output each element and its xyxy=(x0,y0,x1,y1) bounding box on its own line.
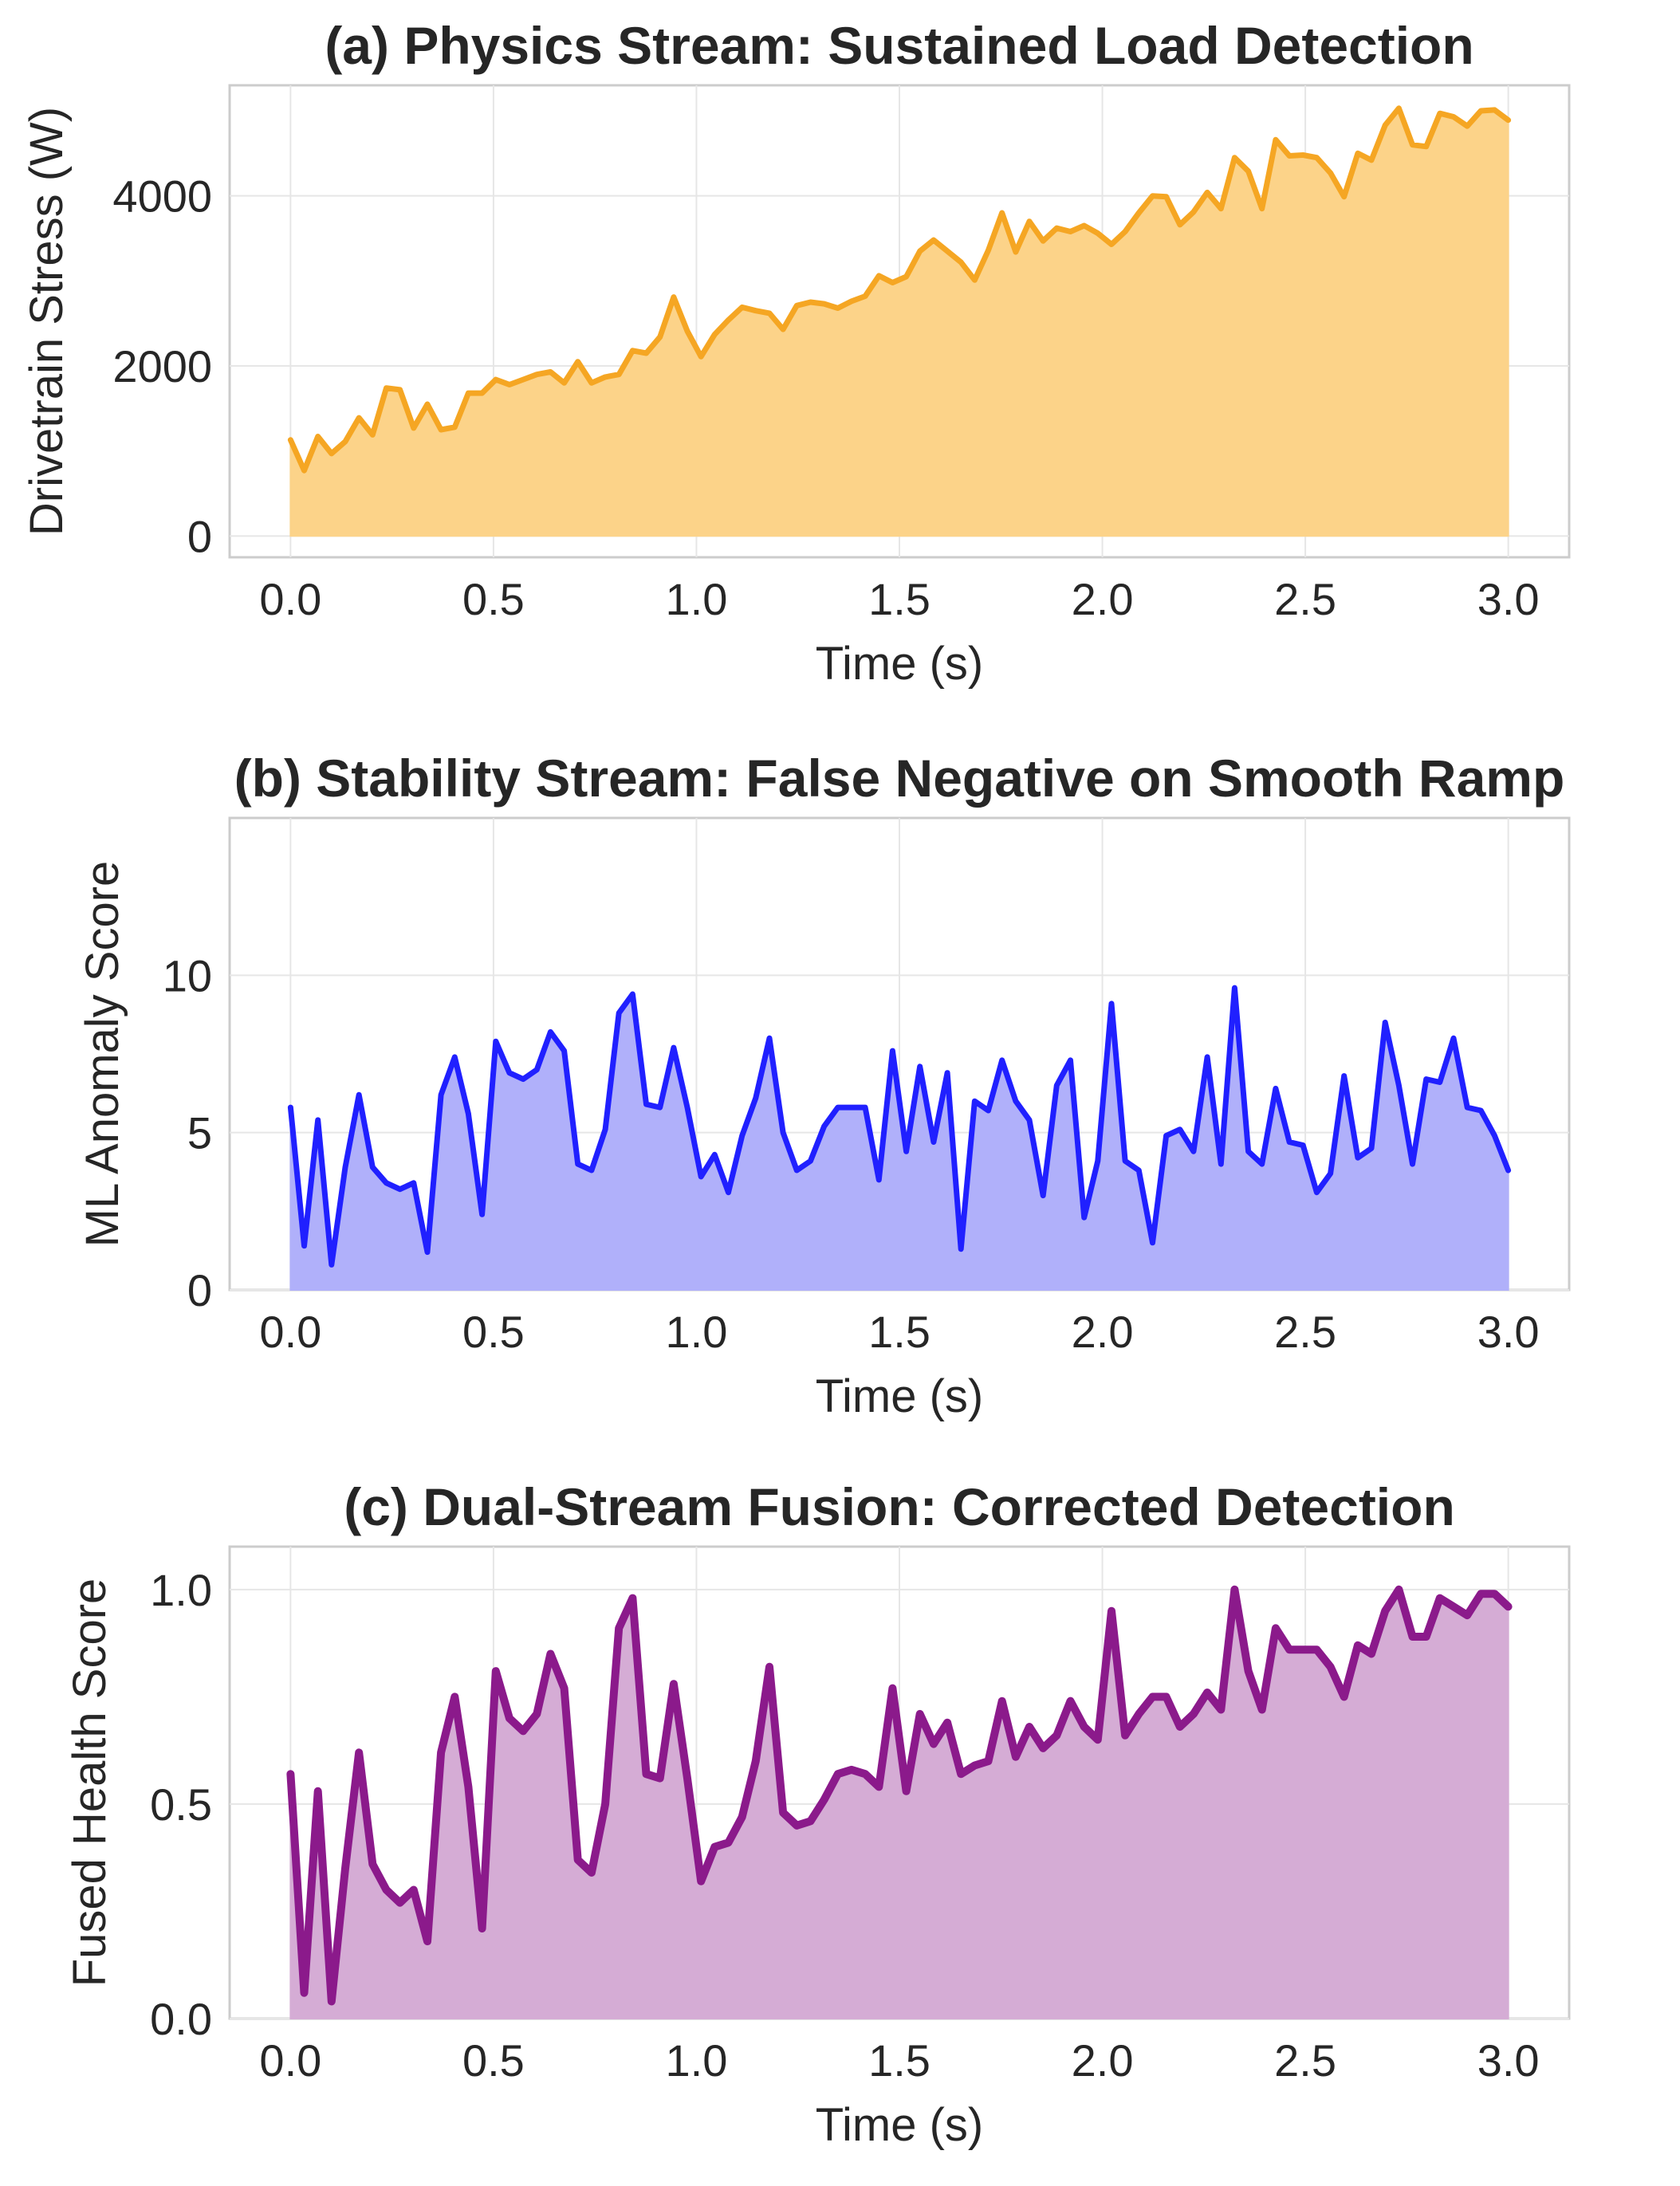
panel-b-x-axis-label: Time (s) xyxy=(816,1370,983,1422)
panel-a-x-tick-label: 1.5 xyxy=(868,574,930,624)
panel-b-x-tick-label: 2.5 xyxy=(1274,1307,1336,1357)
panel-a-y-tick-label: 2000 xyxy=(112,341,212,391)
panel-c-y-tick-label: 0.0 xyxy=(150,1994,212,2044)
panel-c-y-tick-label: 0.5 xyxy=(150,1779,212,1830)
panel-a-x-axis-label: Time (s) xyxy=(816,638,983,690)
panel-b-y-axis-label: ML Anomaly Score xyxy=(77,861,128,1248)
panel-c-y-axis-label: Fused Health Score xyxy=(64,1579,116,1987)
panel-b-y-tick-label: 10 xyxy=(163,950,212,1001)
panel-b-x-tick-label: 1.0 xyxy=(666,1307,728,1357)
panel-b-y-ticks: 0 5 10 xyxy=(163,950,212,1315)
panel-a-y-tick-label: 4000 xyxy=(112,171,212,222)
panel-c-title: (c) Dual-Stream Fusion: Corrected Detect… xyxy=(344,1477,1455,1536)
panel-b-y-tick-label: 5 xyxy=(187,1108,212,1158)
panel-c-x-tick-label: 3.0 xyxy=(1477,2035,1540,2086)
panel-a-x-tick-label: 0.5 xyxy=(462,574,525,624)
panel-c-x-ticks: 0.0 0.5 1.0 1.5 2.0 2.5 3.0 xyxy=(259,2035,1539,2086)
panel-c-x-tick-label: 2.5 xyxy=(1274,2035,1336,2086)
panel-b-x-tick-label: 3.0 xyxy=(1477,1307,1540,1357)
panel-b-x-tick-label: 2.0 xyxy=(1072,1307,1134,1357)
panel-b: 0.0 0.5 1.0 1.5 2.0 2.5 3.0 0 5 10 (b) Stability… xyxy=(77,749,1571,1422)
panel-b-series-line xyxy=(287,985,1512,1268)
panel-c-x-tick-label: 0.0 xyxy=(259,2035,321,2086)
panel-b-y-tick-label: 0 xyxy=(187,1265,212,1315)
panel-a-x-tick-label: 1.0 xyxy=(666,574,728,624)
panel-c-x-tick-label: 1.0 xyxy=(666,2035,728,2086)
panel-a-y-ticks: 0 2000 4000 xyxy=(112,171,212,562)
panel-b-x-tick-label: 0.0 xyxy=(259,1307,321,1357)
panel-a-x-tick-label: 2.5 xyxy=(1274,574,1336,624)
panel-a-y-tick-label: 0 xyxy=(187,511,212,561)
panel-a-series-line xyxy=(287,105,1512,474)
panel-b-title: (b) Stability Stream: False Negative on … xyxy=(234,749,1565,808)
panel-c-x-tick-label: 1.5 xyxy=(868,2035,930,2086)
panel-a: 0.0 0.5 1.0 1.5 2.0 2.5 3.0 0 2000 4000 (a) Phys… xyxy=(21,16,1571,690)
panel-a-title: (a) Physics Stream: Sustained Load Detec… xyxy=(325,16,1473,75)
panel-c-y-ticks: 0.0 0.5 1.0 xyxy=(150,1565,212,2044)
panel-a-x-tick-label: 2.0 xyxy=(1072,574,1134,624)
panel-c-series-line xyxy=(286,1585,1513,2006)
panel-c: 0.0 0.5 1.0 1.5 2.0 2.5 3.0 0.0 0.5 1.0 (c) Dual… xyxy=(64,1477,1571,2151)
panel-a-y-axis-label: Drivetrain Stress (W) xyxy=(21,107,73,536)
panel-b-x-tick-label: 0.5 xyxy=(462,1307,525,1357)
panel-a-x-tick-label: 3.0 xyxy=(1477,574,1540,624)
panel-a-x-ticks: 0.0 0.5 1.0 1.5 2.0 2.5 3.0 xyxy=(259,574,1539,624)
panel-c-x-tick-label: 2.0 xyxy=(1072,2035,1134,2086)
panel-b-x-tick-label: 1.5 xyxy=(868,1307,930,1357)
panel-c-x-axis-label: Time (s) xyxy=(816,2099,983,2151)
panel-b-x-ticks: 0.0 0.5 1.0 1.5 2.0 2.5 3.0 xyxy=(259,1307,1539,1357)
panel-a-x-tick-label: 0.0 xyxy=(259,574,321,624)
panel-c-x-tick-label: 0.5 xyxy=(462,2035,525,2086)
panel-c-y-tick-label: 1.0 xyxy=(150,1565,212,1615)
